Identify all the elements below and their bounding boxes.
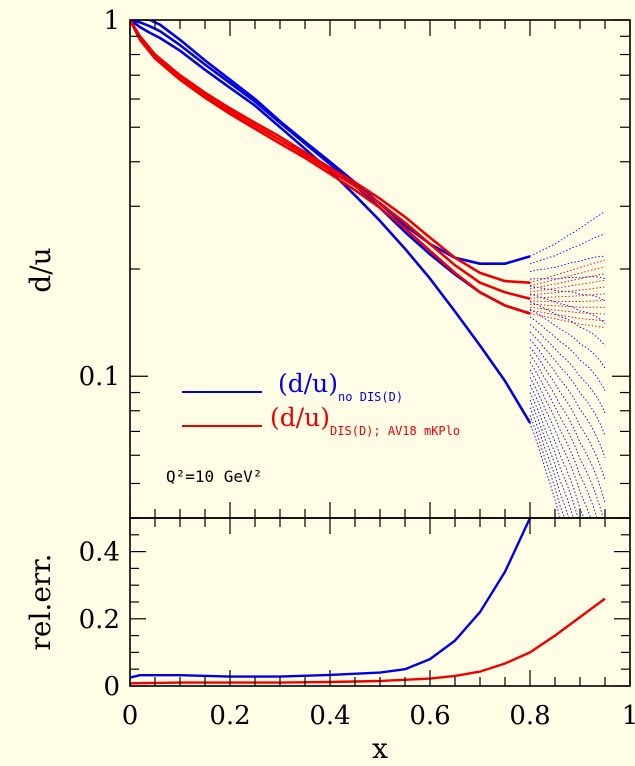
axis-ticks <box>129 19 631 687</box>
series-red-central <box>130 20 531 301</box>
x-tick-label: 0.4 <box>309 701 350 731</box>
series-red-upper <box>130 20 531 284</box>
x-axis-label: x <box>372 732 388 765</box>
error-panel-series <box>130 518 606 685</box>
blue-extrapolation-band-line <box>529 377 592 518</box>
legend-blue-main: (d/u) <box>278 369 338 398</box>
x-tick-label: 0.2 <box>209 701 250 731</box>
red-extrapolation-band-line <box>529 259 606 284</box>
series-red-lower <box>130 20 531 315</box>
y-tick-label-main: 1 <box>103 6 120 36</box>
x-tick-label: 0.6 <box>409 701 450 731</box>
blue-extrapolation-band-line <box>529 233 606 265</box>
series-blue-lower <box>130 20 532 424</box>
rel-err-series-0 <box>130 518 532 679</box>
y-tick-label-err: 0 <box>103 672 120 702</box>
blue-extrapolation-band-line <box>529 362 604 518</box>
y-tick-label-err: 0.4 <box>79 538 120 568</box>
blue-extrapolation-band-line <box>529 384 585 518</box>
x-tick-label: 0.8 <box>509 701 550 731</box>
y-tick-label-main: 0.1 <box>79 362 120 392</box>
axis-tick-labels: 1 0.1 0 0.2 0.4 0 0.2 0.4 0.6 0.8 1 <box>79 6 635 731</box>
red-extrapolation-band-line <box>529 313 606 328</box>
y-tick-label-err: 0.2 <box>79 605 120 635</box>
blue-extrapolation-band-line <box>529 211 606 257</box>
blue-extrapolation-band-line <box>529 331 606 436</box>
red-extrapolation-band-line <box>529 273 606 290</box>
red-extrapolation-band-line <box>529 309 606 322</box>
legend-red-sub: DIS(D); AV18 mKPlo <box>330 424 460 438</box>
legend-red-main: (d/u) <box>270 403 330 432</box>
legend-entry-red: (d/u)DIS(D); AV18 mKPlo <box>270 403 460 438</box>
rel-err-series-1 <box>130 597 606 685</box>
red-extrapolation-band-line <box>529 266 606 287</box>
blue-extrapolation-band-line <box>529 308 606 369</box>
y-axis-label-main: d/u <box>24 247 57 292</box>
blue-extrapolation-band-line <box>529 286 606 302</box>
annotation-q2: Q²=10 GeV² <box>166 467 262 486</box>
x-tick-label: 0 <box>122 701 139 731</box>
red-extrapolation-band-line <box>529 279 606 293</box>
blue-extrapolation-band-line <box>529 392 579 518</box>
blue-extrapolation-band-line <box>529 339 606 459</box>
blue-extrapolation-band-line <box>529 324 606 414</box>
blue-extrapolation-band-line <box>529 422 561 518</box>
y-axis-label-err: rel.err. <box>24 554 57 651</box>
x-tick-label: 1 <box>622 701 635 731</box>
blue-extrapolation-band-line <box>529 293 606 324</box>
main-panel-series <box>130 20 606 518</box>
blue-extrapolation-band-line <box>529 255 605 272</box>
legend-blue-sub: no DIS(D) <box>338 390 403 404</box>
blue-extrapolation-band-line <box>529 301 606 347</box>
legend: (d/u)no DIS(D) (d/u)DIS(D); AV18 mKPlo <box>182 369 460 438</box>
blue-extrapolation-band-line <box>529 346 606 481</box>
blue-extrapolation-band-line <box>529 407 570 518</box>
legend-entry-blue: (d/u)no DIS(D) <box>278 369 403 404</box>
